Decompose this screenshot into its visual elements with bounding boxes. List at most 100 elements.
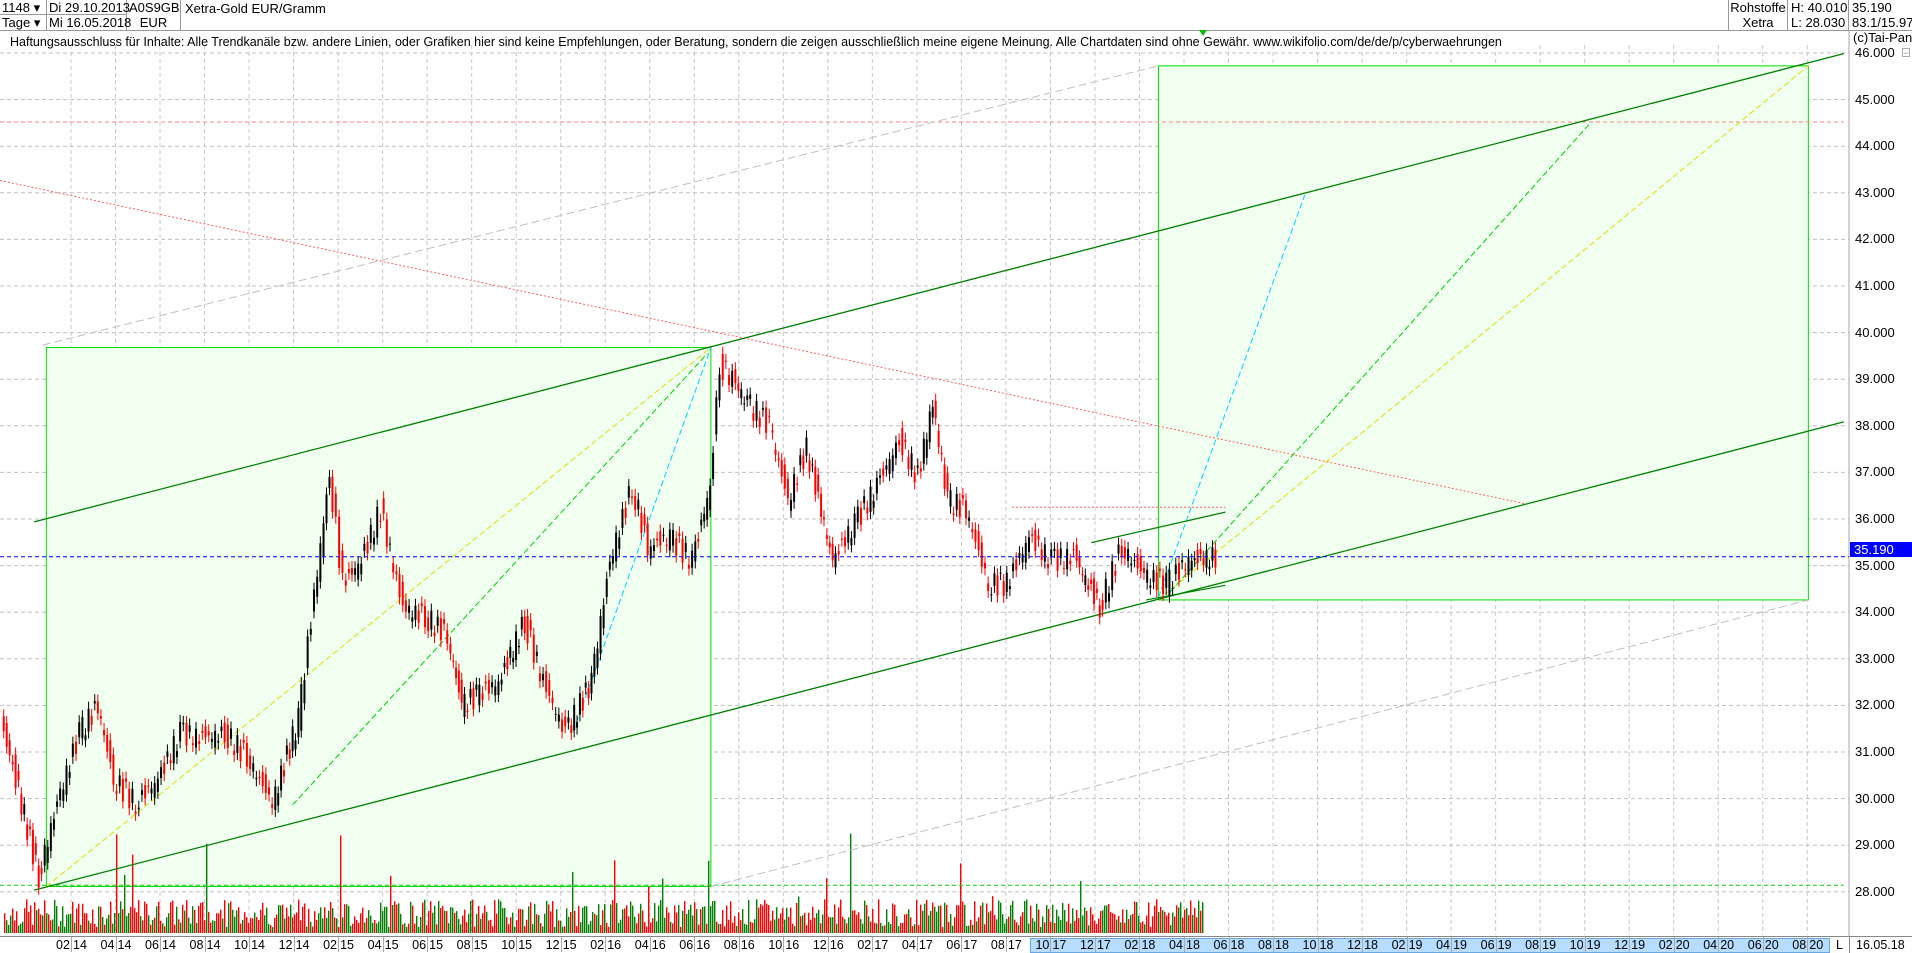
candle: [385, 519, 388, 547]
volume-bar: [210, 922, 212, 933]
volume-bar: [1168, 912, 1170, 933]
candle: [452, 660, 455, 662]
volume-bar: [918, 925, 920, 933]
candle: [134, 811, 137, 814]
end-date[interactable]: Mi 16.05.2018: [49, 15, 132, 30]
period-select[interactable]: Tage ▾: [0, 15, 47, 30]
candle: [859, 507, 862, 525]
volume-bar: [558, 920, 560, 933]
volume-bar: [892, 903, 894, 933]
volume-bar: [166, 917, 168, 933]
y-tick-label: 30.000: [1855, 790, 1895, 806]
x-tick-month: 12: [1347, 938, 1361, 952]
candle: [758, 417, 761, 428]
candle: [825, 535, 828, 539]
x-tick-month: 04: [1703, 938, 1718, 952]
volume-bar: [246, 917, 248, 933]
volume-bar: [506, 917, 508, 933]
volume-bar: [150, 924, 152, 933]
volume-bar: [716, 921, 718, 933]
volume-bar: [850, 833, 852, 933]
volume-bar: [404, 923, 406, 933]
candle: [1098, 605, 1101, 618]
volume-bar: [170, 902, 172, 933]
candle: [90, 715, 93, 725]
volume-bar: [1200, 910, 1202, 933]
x-tick-month: 02: [857, 938, 872, 952]
volume-bar: [848, 917, 850, 933]
volume-bar: [1048, 908, 1050, 933]
volume-bar: [236, 910, 238, 933]
candle: [573, 704, 576, 731]
candle: [322, 523, 325, 558]
volume-bar: [410, 901, 412, 933]
collapse-icon[interactable]: −: [1902, 48, 1910, 58]
candle: [81, 717, 84, 739]
candle: [494, 686, 497, 696]
volume-bar: [814, 917, 816, 933]
volume-bar: [750, 921, 752, 933]
volume-bar: [970, 919, 972, 933]
volume-bar: [88, 920, 90, 933]
volume-bar: [184, 910, 186, 933]
bar-count-select[interactable]: 1148 ▾: [0, 0, 47, 15]
candle: [786, 478, 789, 499]
volume-bar: [702, 906, 704, 933]
y-tick-label: 45.000: [1855, 91, 1895, 107]
volume-bar: [782, 908, 784, 933]
isin: A0S9GB: [129, 0, 181, 15]
volume-bar: [674, 905, 676, 933]
candle: [749, 394, 752, 399]
volume-bar: [340, 835, 342, 933]
start-date[interactable]: Di 29.10.2013: [47, 0, 130, 15]
volume-bar: [330, 901, 332, 933]
scale-mode[interactable]: L: [1836, 938, 1843, 952]
volume-bar: [116, 834, 118, 933]
candle: [509, 646, 512, 658]
volume-bar: [468, 913, 470, 933]
candle: [740, 389, 743, 399]
volume-bar: [976, 921, 978, 933]
volume-bar: [202, 902, 204, 933]
disclaimer: Haftungsausschluss für Inhalte: Alle Tre…: [10, 35, 1502, 49]
x-tick-month: 04: [367, 938, 382, 952]
volume-bar: [1068, 903, 1070, 933]
volume-bar: [686, 913, 688, 933]
candle: [974, 529, 977, 543]
volume-bar: [514, 926, 516, 933]
candle: [520, 616, 523, 630]
candle: [602, 605, 605, 629]
volume-bar: [1098, 918, 1100, 933]
candle: [207, 731, 210, 736]
volume-bar: [860, 919, 862, 933]
volume-bar: [354, 916, 356, 933]
candle: [822, 517, 825, 520]
candle: [1149, 585, 1152, 588]
candle: [423, 606, 426, 628]
candle: [724, 360, 727, 362]
candle: [96, 701, 99, 714]
chevron-down-icon: ▾: [33, 15, 41, 30]
volume-bar: [406, 926, 408, 933]
volume-bar: [22, 921, 24, 933]
candle: [621, 508, 624, 528]
x-tick-month: 04: [1169, 938, 1183, 952]
mini-channel-lower: [1146, 584, 1226, 601]
candle: [796, 483, 799, 485]
volume-bar: [912, 926, 914, 933]
volume-bar: [222, 918, 224, 933]
candle: [805, 437, 808, 456]
volume-bar: [378, 921, 380, 933]
x-tick-year: 16: [740, 938, 755, 952]
volume-bar: [562, 926, 564, 933]
y-tick-label: 33.000: [1855, 650, 1895, 666]
volume-bar: [980, 905, 982, 933]
volume-bar: [356, 919, 358, 933]
x-tick-year: 14: [117, 938, 132, 952]
candle: [925, 439, 928, 458]
volume-bar: [288, 916, 290, 933]
volume-bar: [1184, 909, 1186, 933]
candle: [624, 508, 627, 518]
volume-bar: [608, 926, 610, 933]
